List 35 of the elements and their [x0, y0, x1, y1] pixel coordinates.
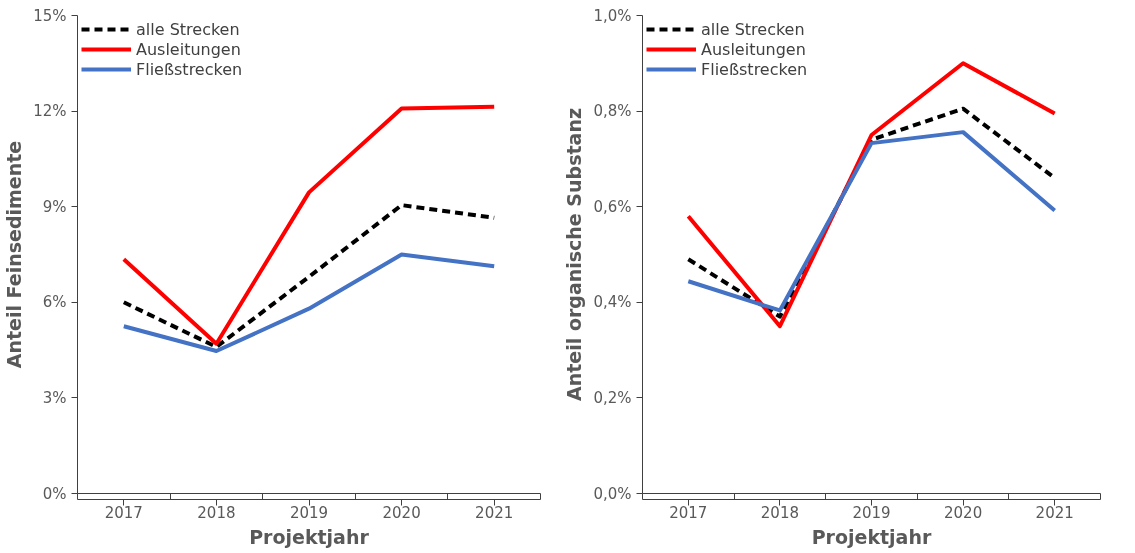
- x-tick-label: 2018: [760, 503, 799, 522]
- x-tick-label: 2019: [852, 503, 891, 522]
- y-tick-label: 0,0%: [593, 484, 632, 503]
- y-tick-label: 15%: [33, 6, 67, 25]
- x-tick-label: 2021: [475, 503, 514, 522]
- y-tick-label: 9%: [42, 197, 67, 216]
- legend-label: Fließstrecken: [136, 59, 243, 79]
- line-series: [121, 104, 497, 346]
- x-tick-label: 2019: [289, 503, 329, 522]
- legend-label: alle Strecken: [701, 19, 805, 39]
- y-axis-title: Anteil Feinsedimente: [3, 140, 26, 369]
- legend-label: alle Strecken: [136, 19, 240, 39]
- x-tick-label: 2017: [104, 503, 143, 522]
- y-tick-label: 6%: [42, 293, 67, 312]
- x-tick-label: 2018: [197, 503, 236, 522]
- legend-label: Fließstrecken: [701, 59, 808, 79]
- x-tick-label: 2020: [944, 503, 983, 522]
- x-tick-label: 2021: [1035, 503, 1074, 522]
- y-tick-label: 0,8%: [593, 102, 632, 121]
- y-tick-label: 0,6%: [593, 197, 632, 216]
- x-axis-title: Projektjahr: [249, 525, 370, 548]
- legend-label: Ausleitungen: [136, 39, 241, 59]
- x-axis-title: Projektjahr: [811, 525, 932, 548]
- legend-label: Ausleitungen: [701, 39, 806, 59]
- y-tick-label: 0,4%: [593, 293, 632, 312]
- line-series: [121, 203, 497, 349]
- y-tick-label: 0%: [42, 484, 67, 503]
- line-series: [121, 252, 497, 354]
- x-tick-label: 2020: [382, 503, 421, 522]
- x-tick-label: 2017: [669, 503, 708, 522]
- y-tick-label: 12%: [33, 102, 67, 121]
- y-axis-title: Anteil organische Substanz: [563, 108, 586, 401]
- y-tick-label: 3%: [42, 388, 67, 407]
- y-tick-label: 1,0%: [593, 6, 632, 25]
- y-tick-label: 0,2%: [593, 388, 632, 407]
